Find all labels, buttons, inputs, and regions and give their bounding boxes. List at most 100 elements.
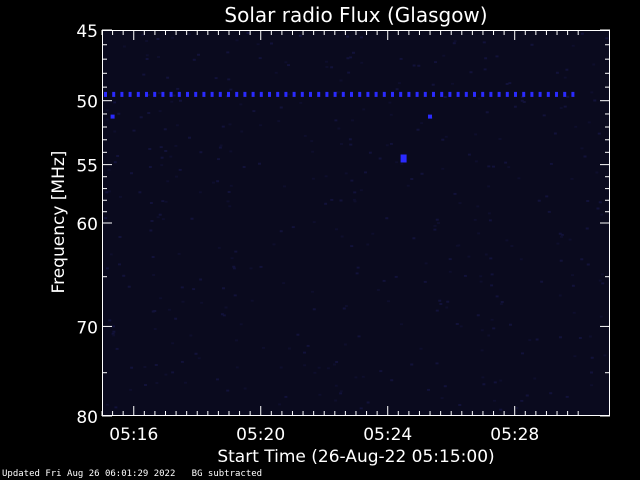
interference-mark — [374, 91, 378, 97]
noise-speck — [330, 66, 334, 69]
x-tick-label: 05:16 — [109, 425, 158, 445]
noise-speck — [387, 300, 390, 303]
noise-speck — [313, 371, 317, 374]
interference-mark — [456, 91, 460, 97]
noise-speck — [112, 334, 116, 337]
noise-speck — [420, 122, 424, 125]
noise-speck — [482, 383, 486, 386]
noise-speck — [167, 308, 171, 311]
noise-speck — [239, 323, 243, 326]
noise-speck — [394, 275, 398, 278]
noise-speck — [242, 166, 246, 168]
noise-speck — [420, 172, 424, 175]
noise-speck — [234, 250, 238, 253]
noise-speck — [388, 101, 392, 104]
noise-speck — [487, 334, 491, 337]
noise-speck — [490, 273, 494, 276]
noise-speck — [352, 198, 356, 201]
noise-speck — [171, 342, 175, 345]
noise-speck — [571, 274, 574, 277]
noise-speck — [227, 191, 231, 193]
interference-mark — [104, 91, 107, 97]
noise-speck — [498, 138, 502, 140]
noise-speck — [558, 294, 562, 297]
interference-mark — [284, 91, 288, 97]
noise-speck — [299, 101, 303, 104]
interference-mark — [489, 91, 493, 97]
noise-speck — [474, 133, 478, 136]
noise-speck — [259, 265, 263, 268]
noise-speck — [258, 162, 261, 165]
interference-mark — [473, 91, 476, 97]
noise-speck — [198, 191, 202, 194]
noise-speck — [563, 76, 567, 79]
interference-mark — [186, 91, 189, 97]
noise-speck — [600, 273, 604, 276]
noise-speck — [174, 144, 178, 147]
interference-mark — [350, 91, 353, 97]
noise-speck — [433, 228, 437, 231]
noise-speck — [303, 134, 307, 137]
noise-speck — [473, 218, 477, 221]
noise-speck — [479, 275, 483, 278]
noise-speck — [339, 390, 343, 393]
noise-speck — [113, 161, 117, 164]
noise-speck — [178, 168, 182, 171]
y-tick-label: 50 — [76, 93, 98, 113]
noise-speck — [219, 144, 223, 147]
noise-speck — [440, 397, 444, 400]
noise-speck — [119, 195, 122, 198]
noise-speck — [339, 79, 343, 82]
noise-speck — [324, 175, 328, 178]
noise-speck — [528, 339, 532, 342]
noise-speck — [246, 32, 250, 34]
noise-speck — [113, 130, 117, 133]
noise-speck — [174, 317, 178, 320]
noise-speck — [559, 107, 563, 109]
noise-speck — [559, 336, 562, 339]
noise-speck — [590, 91, 594, 94]
noise-speck — [325, 66, 329, 68]
noise-speck — [556, 242, 560, 245]
noise-speck — [395, 88, 399, 91]
noise-speck — [212, 181, 215, 184]
noise-speck — [284, 61, 288, 64]
interference-mark — [358, 91, 362, 97]
noise-speck — [453, 40, 457, 43]
noise-speck — [335, 361, 339, 363]
noise-speck — [400, 163, 404, 166]
noise-speck — [443, 96, 447, 99]
noise-speck — [148, 166, 152, 168]
noise-speck — [142, 73, 146, 76]
noise-speck — [339, 199, 343, 202]
noise-speck — [249, 267, 253, 270]
noise-speck — [601, 282, 605, 285]
noise-speck — [184, 381, 187, 384]
noise-speck — [598, 201, 602, 204]
noise-speck — [412, 64, 416, 67]
signal-layer — [104, 91, 575, 163]
noise-speck — [519, 258, 523, 261]
y-tick-label: 70 — [76, 318, 98, 338]
noise-speck — [499, 408, 503, 411]
noise-speck — [580, 32, 584, 35]
noise-speck — [482, 41, 486, 44]
noise-speck — [279, 106, 283, 109]
x-axis: 05:16 05:20 05:24 05:28 — [101, 30, 579, 445]
noise-speck — [105, 118, 109, 121]
interference-mark — [333, 91, 337, 97]
noise-speck — [116, 155, 120, 157]
noise-speck — [549, 392, 553, 395]
interference-mark — [366, 91, 370, 97]
noise-speck — [448, 258, 452, 261]
noise-speck — [505, 239, 509, 242]
noise-speck — [560, 235, 563, 238]
noise-speck — [353, 191, 357, 194]
noise-speck — [419, 347, 423, 350]
noise-speck — [443, 385, 447, 388]
noise-speck — [469, 71, 473, 74]
noise-speck — [153, 328, 157, 330]
noise-speck — [547, 210, 551, 213]
noise-speck — [520, 96, 524, 99]
noise-speck — [350, 245, 354, 248]
